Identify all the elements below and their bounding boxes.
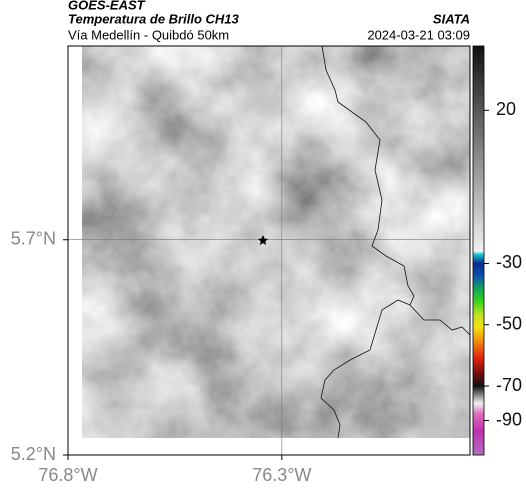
map-frame: [67, 45, 471, 456]
colorbar-tick-label: -90: [496, 409, 522, 429]
lat-tick-label: 5.2°N: [11, 444, 56, 464]
colorbar: [472, 45, 485, 456]
border: [321, 45, 471, 336]
timestamp: 2024-03-21 03:09: [367, 27, 470, 42]
satellite-image: [82, 46, 470, 438]
border: [320, 299, 411, 439]
title: GOES-EAST: [68, 0, 146, 12]
source: SIATA: [433, 11, 470, 26]
colorbar-tick-label: -50: [496, 313, 522, 333]
lon-tick-label: 76.8°W: [38, 465, 97, 485]
lat-tick-label: 5.7°N: [11, 228, 56, 248]
subtitle: Temperatura de Brillo CH13: [68, 11, 240, 26]
colorbar-tick-label: -30: [496, 252, 522, 272]
route: Vía Medellín - Quibdó 50km: [68, 27, 229, 42]
lon-tick-label: 76.3°W: [252, 465, 311, 485]
location-marker: [258, 235, 268, 245]
colorbar-tick-label: -70: [496, 375, 522, 395]
colorbar-tick-label: 20: [496, 99, 516, 119]
